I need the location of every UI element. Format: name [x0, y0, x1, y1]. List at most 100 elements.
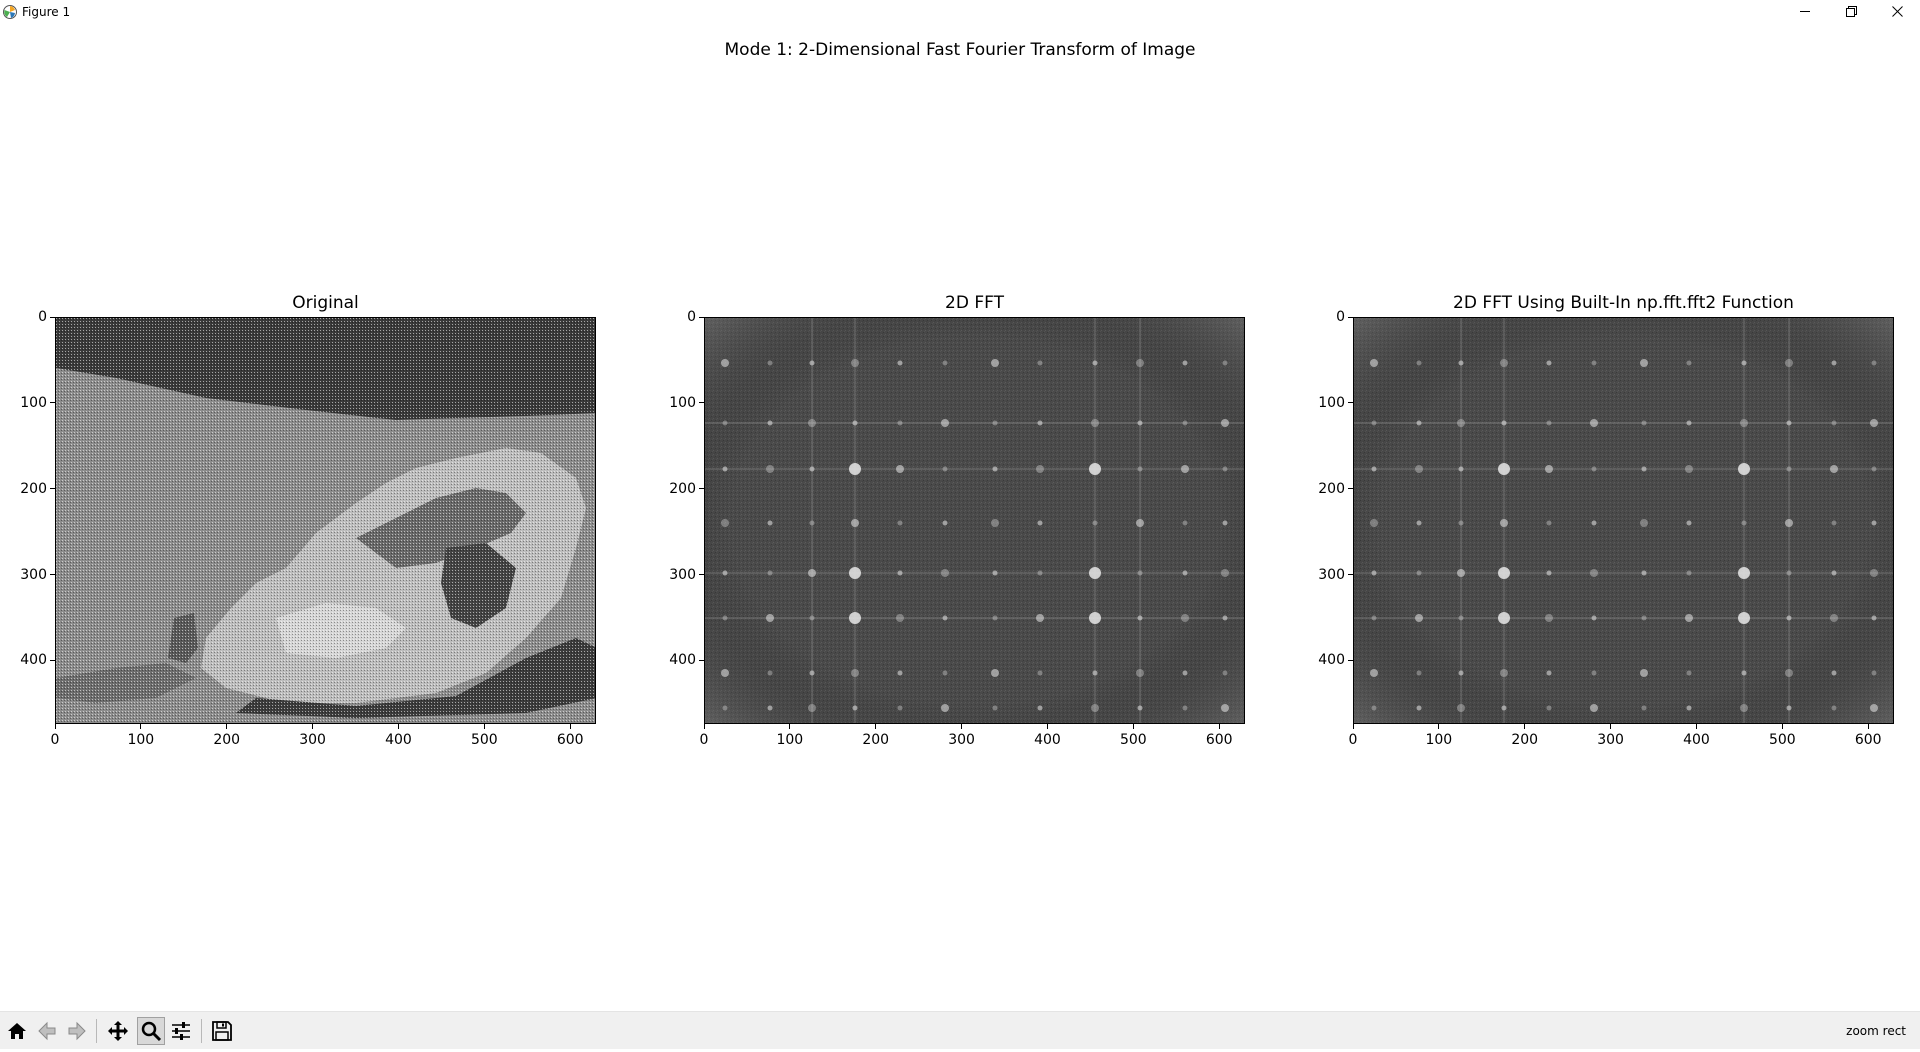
fft-peak [1741, 670, 1747, 676]
fft-peak [1416, 360, 1422, 366]
fft-peak [1498, 612, 1510, 624]
fft-peak [1089, 612, 1101, 624]
fft-peak [1182, 420, 1188, 426]
fft-peak [1037, 570, 1043, 576]
minimize-button[interactable] [1782, 0, 1828, 22]
y-tick-label: 300 [20, 566, 47, 583]
fft-peak [1741, 360, 1747, 366]
fft-peak [1686, 670, 1692, 676]
fft-peak [992, 570, 998, 576]
fft-peak [852, 420, 858, 426]
x-tick-mark [1867, 724, 1869, 729]
fft-peak [1182, 520, 1188, 526]
x-tick-label: 200 [1511, 732, 1539, 748]
fft-peak [1831, 705, 1837, 711]
fft-peak [1036, 465, 1044, 473]
builtin-fft-spectrum-image [1354, 318, 1893, 723]
fft-peak [1786, 615, 1792, 621]
fft-peak [941, 704, 949, 712]
fft-peak [1371, 615, 1377, 621]
fft-peak [1590, 704, 1598, 712]
fft-peak [1037, 360, 1043, 366]
fft-peak [1686, 360, 1692, 366]
arrow-left-icon [38, 1021, 56, 1041]
x-tick-label: 300 [299, 732, 326, 748]
fft-peak [991, 669, 999, 677]
y-tick-label: 300 [1318, 566, 1345, 583]
fft-peak [1137, 466, 1143, 472]
configure-subplots-button[interactable] [167, 1017, 195, 1045]
axes-title-original: Original [292, 293, 359, 313]
fft-peak [1371, 705, 1377, 711]
axes-fft[interactable] [704, 317, 1245, 724]
toolbar-status-message: zoom rect [1846, 1024, 1906, 1038]
fft-peak [1181, 465, 1189, 473]
fft-peak [722, 615, 728, 621]
fft-peak [809, 466, 815, 472]
axes-original[interactable] [55, 317, 596, 724]
axes-builtin-fft[interactable] [1353, 317, 1894, 724]
y-tick-mark [1348, 488, 1353, 490]
fft-peak [1640, 669, 1648, 677]
y-tick-mark [1348, 574, 1353, 576]
fft-peak [1458, 360, 1464, 366]
fft-peak [1137, 570, 1143, 576]
fft-peak [1457, 569, 1465, 577]
fft-peak [1870, 569, 1878, 577]
home-button[interactable] [3, 1017, 31, 1045]
x-tick-mark [1610, 724, 1612, 729]
x-tick-mark [483, 724, 485, 729]
fft-peak [722, 705, 728, 711]
fft-peak [809, 520, 815, 526]
fft-peak [992, 420, 998, 426]
fft-peak [1091, 704, 1099, 712]
fft-peak [1591, 360, 1597, 366]
fft-peak [942, 520, 948, 526]
back-button[interactable] [33, 1017, 61, 1045]
fft-peak [991, 519, 999, 527]
restore-button[interactable] [1828, 0, 1874, 22]
x-tick-label: 100 [776, 732, 804, 748]
fft-peak [722, 420, 728, 426]
axes-title-fft: 2D FFT [945, 293, 1004, 313]
fft-peak [1786, 570, 1792, 576]
close-icon [1891, 5, 1903, 17]
forward-button[interactable] [63, 1017, 91, 1045]
y-tick-label: 400 [669, 652, 696, 669]
fft-peak [1222, 615, 1228, 621]
fft-peak [1686, 570, 1692, 576]
fft-peak [942, 615, 948, 621]
fft-peak [1641, 570, 1647, 576]
fft-peak [897, 420, 903, 426]
close-button[interactable] [1874, 0, 1920, 22]
fft-peak [1640, 359, 1648, 367]
original-image [56, 318, 595, 723]
y-tick-label: 100 [20, 394, 47, 411]
fft-peak [809, 615, 815, 621]
zoom-button[interactable] [137, 1017, 165, 1045]
fft-peak [1545, 614, 1553, 622]
fft-peak [1416, 520, 1422, 526]
fft-peak [1685, 614, 1693, 622]
fft-peak [1037, 420, 1043, 426]
sliders-icon [172, 1022, 190, 1040]
fft-peak [1182, 705, 1188, 711]
x-tick-label: 400 [385, 732, 412, 748]
fft-peak [1370, 519, 1378, 527]
fft-peak [1785, 519, 1793, 527]
figure-suptitle: Mode 1: 2-Dimensional Fast Fourier Trans… [724, 40, 1196, 60]
fft-peak [1740, 419, 1748, 427]
x-tick-mark [140, 724, 142, 729]
pan-button[interactable] [104, 1017, 132, 1045]
fft-peak [1370, 359, 1378, 367]
fft-peak [767, 360, 773, 366]
fft-peak [1415, 465, 1423, 473]
fft-peak [1870, 704, 1878, 712]
x-tick-label: 400 [1034, 732, 1061, 748]
fft-peak [721, 519, 729, 527]
save-button[interactable] [208, 1017, 236, 1045]
x-tick-mark [226, 724, 228, 729]
fft-peak [1136, 359, 1144, 367]
fft-peak [1641, 420, 1647, 426]
y-tick-label: 300 [669, 566, 696, 583]
